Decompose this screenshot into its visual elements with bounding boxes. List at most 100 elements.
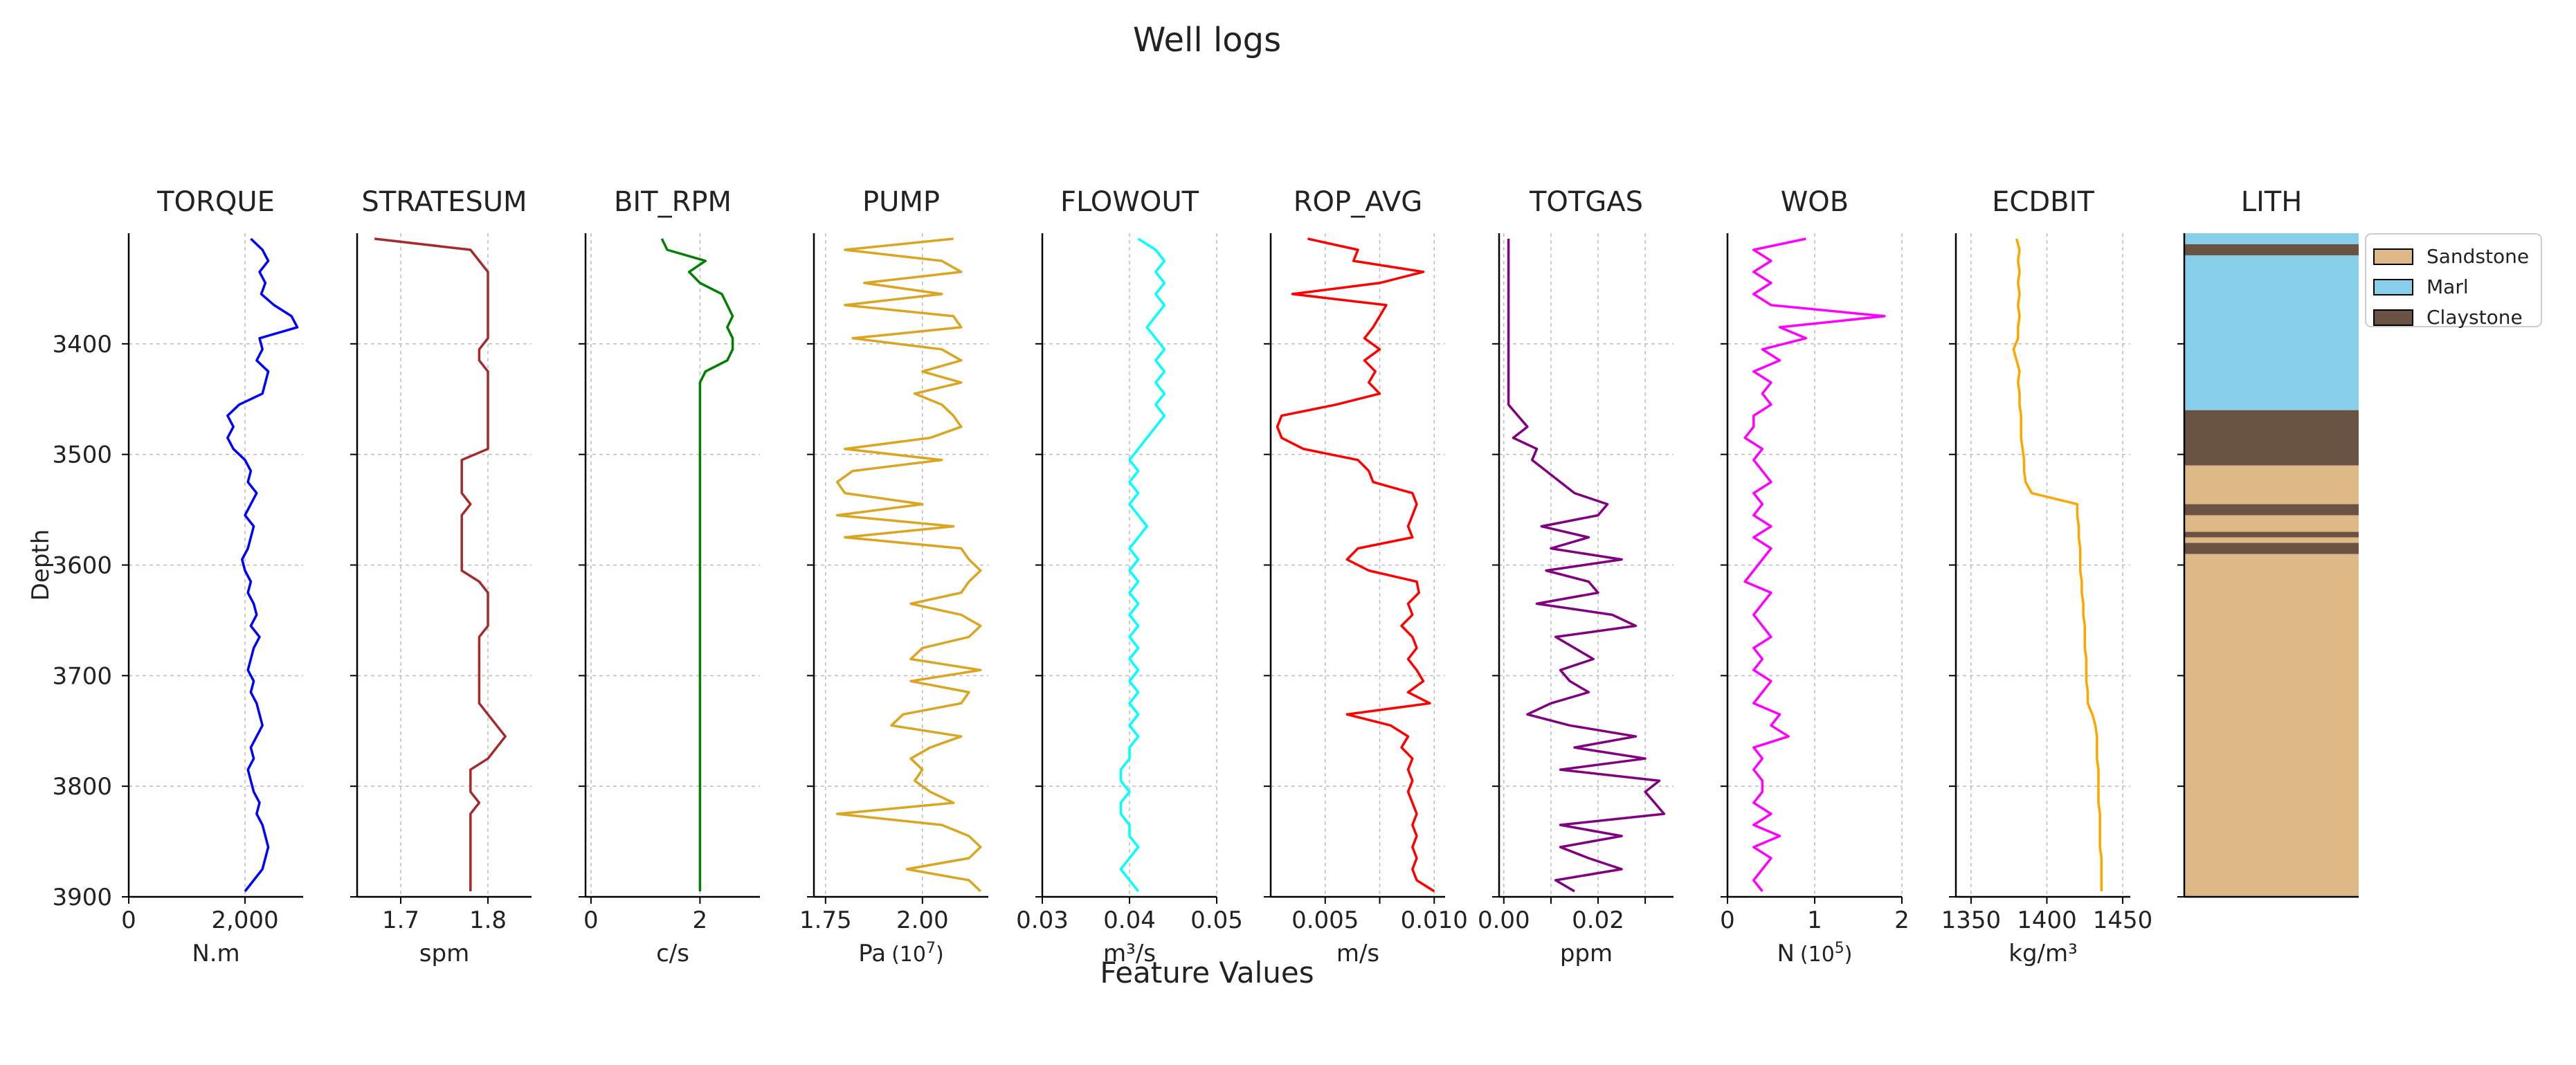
x-tick-label: 1.75 [799,907,852,934]
unit-label: ppm [1560,940,1613,967]
x-axis-label: Feature Values [1100,956,1314,990]
unit-exp-close: ) [1844,943,1853,967]
series-line-stratesum [374,237,507,891]
panel-title: WOB [1781,186,1849,218]
lith-interval-marl [2184,255,2359,410]
panel-title: TORQUE [156,186,275,218]
lith-interval-claystone [2184,244,2359,255]
lith-interval-claystone [2184,410,2359,466]
legend-swatch-claystone [2373,309,2413,326]
y-tick-label-3700: 3700 [52,662,112,690]
unit-text: Pa [858,940,886,967]
unit-label: m/s [1336,940,1379,967]
unit-label: kg/m³ [2008,940,2077,967]
unit-exp-open: (10 [1800,943,1835,967]
panel-title: LITH [2241,186,2303,218]
series-line-flowout [1119,237,1166,893]
y-tick-label-3900: 3900 [52,884,112,911]
unit-text: N [1777,940,1794,967]
y-axis-label: Depth [27,529,55,601]
lith-interval-sandstone [2184,537,2359,543]
panel-title: FLOWOUT [1060,186,1199,218]
series-line-torque [226,237,299,893]
unit-text: m³/s [1103,940,1156,967]
unit-label: Pa (107) [858,940,943,967]
series-line-wob [1743,237,1886,893]
panel-pump: 1.75 2.00 PUMP Pa (107) [799,186,988,967]
panel-totgas: 0.00 0.02 TOTGAS ppm [1478,186,1674,967]
x-tick-label: 0.03 [1016,907,1069,934]
unit-label: c/s [656,940,689,967]
lith-interval-claystone [2184,543,2359,554]
x-tick-label: 1.7 [382,907,419,934]
x-tick-label: 0 [583,907,599,934]
series-line-totgas [1507,239,1666,893]
lith-legend: Sandstone Marl Claystone [2365,233,2542,329]
panel-lith: LITH [2177,186,2359,898]
panel-flowout: 0.03 0.04 0.05 FLOWOUT m³/s [1016,186,1243,967]
panel-ecdbit: 1350 1400 1450 ECDBIT kg/m³ [1941,186,2153,967]
panel-title: ECDBIT [1992,186,2094,218]
x-tick-label: 0.005 [1291,907,1359,934]
unit-exp-open: (10 [891,943,926,967]
legend-swatch-marl [2373,279,2413,295]
panel-wob: 0 1 2 WOB N (105) [1720,186,1910,967]
unit-label: N (105) [1777,940,1852,967]
unit-exp-close: ) [936,943,944,967]
lith-interval-sandstone [2184,465,2359,504]
y-tick-label-3600: 3600 [52,552,112,580]
panel-title: STRATESUM [361,186,527,218]
legend-label-claystone: Claystone [2427,306,2523,329]
unit-label: m³/s [1103,940,1156,967]
panel-bit-rpm: 0 2 BIT_RPM c/s [579,186,760,967]
panel-title: ROP_AVG [1294,186,1423,218]
legend-label-marl: Marl [2427,275,2469,298]
x-tick-label: 0.05 [1190,907,1243,934]
series-line-rop_avg [1276,237,1435,893]
x-tick-label: 2,000 [211,907,278,934]
x-tick-label: 1 [1807,907,1822,934]
lith-interval-sandstone [2184,515,2359,532]
unit-label: spm [419,940,469,967]
legend-swatch-sandstone [2373,248,2413,265]
x-tick-label: 1400 [2017,907,2077,934]
x-tick-label: 0.010 [1401,907,1468,934]
panel-torque: 0 2,000 TORQUE N.m [121,186,303,967]
unit-text: spm [419,940,469,967]
x-tick-label: 0.02 [1572,907,1624,934]
unit-label: N.m [192,940,239,967]
y-tick-label-3500: 3500 [52,442,112,469]
lith-interval-claystone [2184,504,2359,516]
x-tick-label: 0 [121,907,136,934]
y-tick-label-3400: 3400 [52,331,112,358]
legend-label-sandstone: Sandstone [2427,245,2529,268]
unit-text: c/s [656,940,689,967]
x-tick-label: 2.00 [896,907,949,934]
unit-exp-sup: 7 [926,940,936,957]
unit-text: ppm [1560,940,1613,967]
panel-title: TOTGAS [1529,186,1643,218]
panel-title: BIT_RPM [614,186,732,218]
x-tick-label: 0.00 [1478,907,1530,934]
series-line-pump [835,237,982,893]
unit-text: m/s [1336,940,1379,967]
lith-interval-claystone [2184,531,2359,538]
x-tick-label: 1.8 [469,907,507,934]
lith-interval-sandstone [2184,554,2359,897]
panel-rop-avg: 0.005 0.010 ROP_AVG m/s [1264,186,1468,967]
lith-interval-marl [2184,233,2359,244]
y-tick-label-3800: 3800 [52,773,112,801]
unit-exp-sup: 5 [1835,940,1844,957]
x-tick-label: 1350 [1941,907,2002,934]
series-line-ecdbit [2012,238,2103,891]
x-tick-label: 2 [1894,907,1910,934]
series-line-bit_rpm [660,238,734,891]
x-tick-label: 2 [693,907,708,934]
unit-text: kg/m³ [2008,940,2077,967]
unit-text: N.m [192,940,239,967]
x-tick-label: 0 [1720,907,1735,934]
x-tick-label: 1450 [2093,907,2153,934]
panel-stratesum: 1.7 1.8 STRATESUM spm [350,186,532,967]
x-tick-label: 0.04 [1103,907,1156,934]
